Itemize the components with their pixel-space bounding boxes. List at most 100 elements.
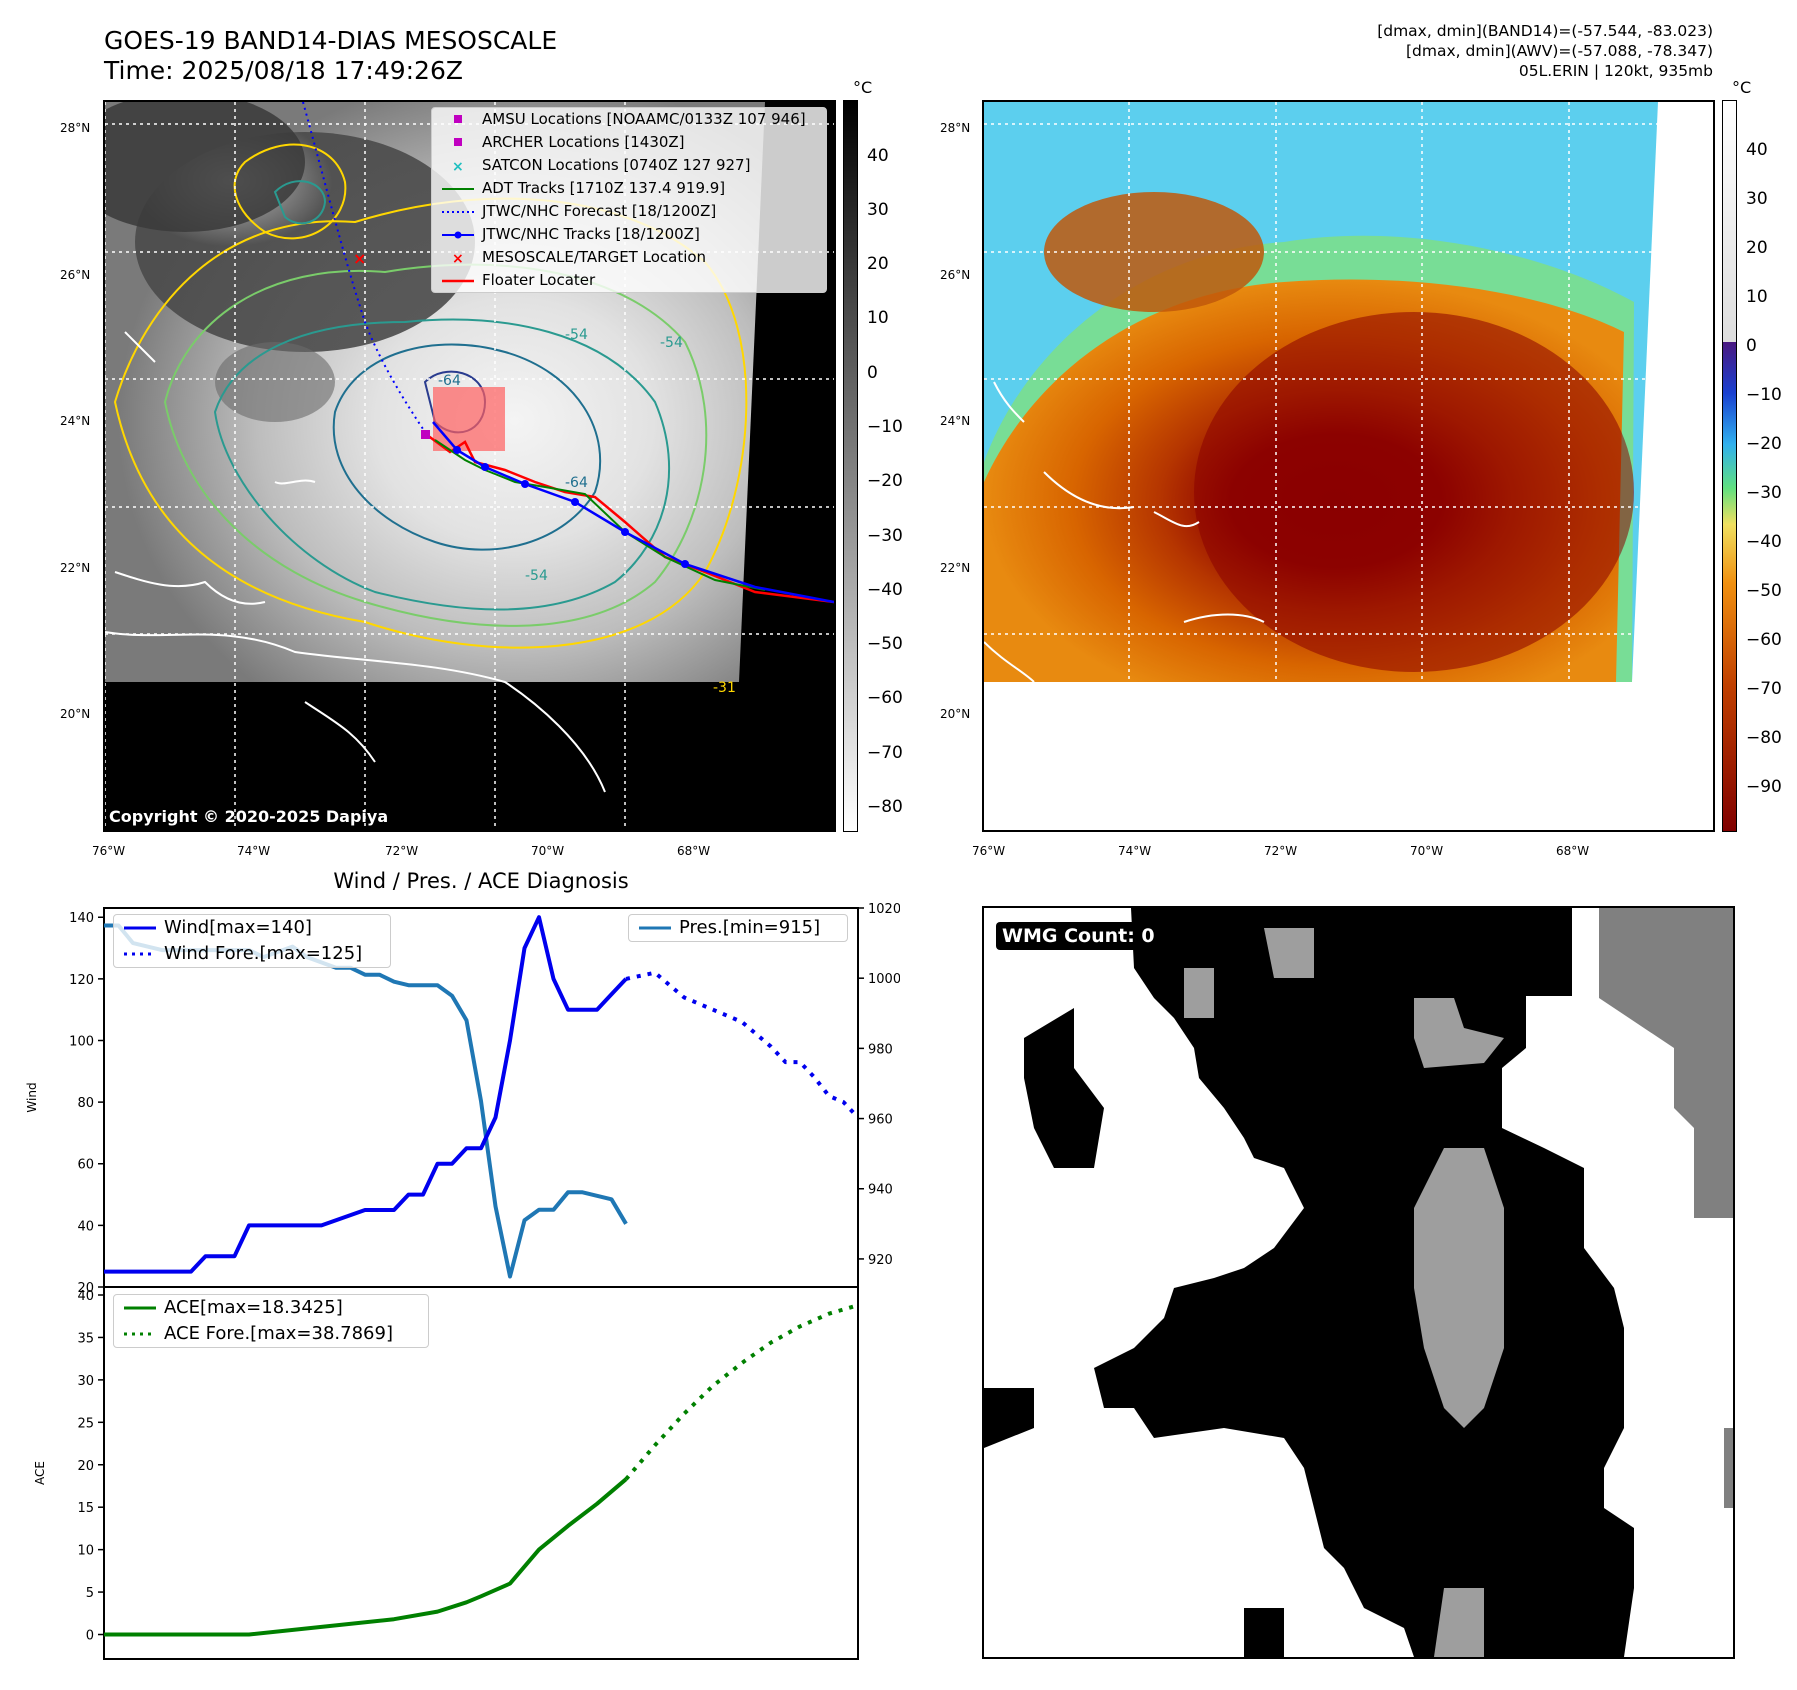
diagnosis-chart: Wind / Pres. / ACE Diagnosis204060801001… (25, 869, 900, 1660)
ace-axis-label: ACE (33, 1461, 47, 1485)
contour-label: -54 (565, 327, 588, 343)
wmg-count-label: WMG Count: 0 (996, 922, 1161, 950)
legend-label: MESOSCALE/TARGET Location (482, 248, 707, 266)
legend-label: JTWC/NHC Forecast [18/1200Z] (482, 202, 717, 220)
colorbar-tick: −80 (1746, 728, 1782, 748)
contour-label: -54 (525, 568, 548, 584)
colorbar-tick: −10 (867, 417, 903, 437)
info-band14-range: [dmax, dmin](BAND14)=(-57.544, -83.023) (1377, 22, 1713, 40)
figure-title: GOES-19 BAND14-DIAS MESOSCALE (104, 26, 558, 55)
colorbar-tick: −30 (867, 526, 903, 546)
legend-label: ACE Fore.[max=38.7869] (164, 1323, 393, 1344)
lat-label: 20°N (940, 707, 971, 721)
lat-label: 28°N (60, 121, 91, 135)
lon-label: 68°W (677, 844, 711, 858)
colorbar-tick: 40 (867, 146, 889, 166)
colorbar-tick: −90 (1746, 777, 1782, 797)
pressure-tick-label: 1000 (868, 972, 900, 987)
legend-label: JTWC/NHC Tracks [18/1200Z] (482, 225, 700, 243)
wind-tick-label: 60 (77, 1158, 94, 1173)
contour-label: -64 (565, 475, 588, 491)
legend-label: AMSU Locations [NOAAMC/0133Z 107 946] (482, 110, 806, 128)
lon-label: 72°W (385, 844, 419, 858)
ace-legend: ACE[max=18.3425] ACE Fore.[max=38.7869] (113, 1294, 429, 1348)
ace-axes-frame (103, 1286, 859, 1660)
wind-tick-label: 140 (69, 911, 94, 926)
lon-label: 72°W (1264, 844, 1298, 858)
legend-label: SATCON Locations [0740Z 127 927] (482, 156, 751, 174)
svg-text:×: × (452, 159, 464, 175)
lat-label: 22°N (60, 561, 91, 575)
lat-label: 26°N (60, 268, 91, 282)
colorbar-tick: −60 (1746, 630, 1782, 650)
colorbar-tick: 0 (1746, 336, 1757, 356)
colorbar-tick: 10 (1746, 287, 1768, 307)
ace-tick-label: 25 (77, 1416, 94, 1431)
ace-forecast-line (624, 1303, 859, 1481)
colorbar-tick: 0 (867, 363, 878, 383)
colorbar-tick: −60 (867, 688, 903, 708)
lon-label: 68°W (1556, 844, 1590, 858)
storm-info: 05L.ERIN | 120kt, 935mb (1518, 62, 1713, 80)
pressure-tick-label: 940 (868, 1183, 893, 1198)
ir-colorbar (843, 100, 858, 832)
colorbar-tick: 30 (1746, 189, 1768, 209)
lon-label: 76°W (92, 844, 126, 858)
ace-tick-label: 0 (86, 1629, 94, 1644)
wmg-image (984, 908, 1733, 1657)
ir-map-panel: × -54 -54 -64 -64 -54 -31 AMSU Locations… (103, 100, 836, 832)
lon-label: 70°W (531, 844, 565, 858)
pressure-line (104, 923, 628, 1279)
ace-tick-label: 15 (77, 1501, 94, 1516)
awv-map-image (984, 102, 1713, 830)
contour-label: -31 (713, 680, 736, 696)
legend-label: Pres.[min=915] (679, 917, 821, 938)
wind-tick-label: 120 (69, 973, 94, 988)
colorbar-tick: −10 (1746, 385, 1782, 405)
awv-map-panel (982, 100, 1715, 832)
colorbar-tick: −40 (867, 580, 903, 600)
colorbar-tick: −50 (1746, 581, 1782, 601)
lon-label: 74°W (237, 844, 271, 858)
wind-legend: Wind[max=140] Wind Fore.[max=125] (113, 914, 391, 968)
floater-track (422, 430, 834, 604)
ace-line (104, 1477, 628, 1637)
colorbar-tick: −50 (867, 634, 903, 654)
ace-tick-label: 40 (77, 1289, 94, 1304)
legend-label: ACE[max=18.3425] (164, 1297, 343, 1318)
track-legend: AMSU Locations [NOAAMC/0133Z 107 946] AR… (431, 107, 827, 293)
svg-text:×: × (452, 251, 464, 267)
lon-label: 74°W (1118, 844, 1152, 858)
colorbar-unit: °C (853, 78, 873, 97)
legend-label: Wind[max=140] (164, 917, 312, 938)
wmg-panel: WMG Count: 0 (982, 906, 1735, 1659)
pressure-tick-label: 1020 (868, 902, 900, 917)
forecast-track (302, 102, 426, 433)
wind-tick-label: 80 (77, 1096, 94, 1111)
contour-label: -54 (660, 335, 683, 351)
colorbar-unit: °C (1732, 78, 1752, 97)
colorbar-tick: −70 (1746, 679, 1782, 699)
colorbar-tick: 20 (1746, 238, 1768, 258)
lat-label: 24°N (940, 414, 971, 428)
lat-label: 24°N (60, 414, 91, 428)
mesoscale-box (433, 387, 505, 451)
lat-label: 22°N (940, 561, 971, 575)
wind-line (104, 915, 628, 1274)
info-awv-range: [dmax, dmin](AWV)=(-57.088, -78.347) (1406, 42, 1713, 60)
lon-label: 76°W (972, 844, 1006, 858)
ace-tick-label: 30 (77, 1374, 94, 1389)
lat-label: 28°N (940, 121, 971, 135)
figure-time: Time: 2025/08/18 17:49:26Z (104, 56, 463, 85)
colorbar-tick: 10 (867, 308, 889, 328)
ace-tick-label: 35 (77, 1331, 94, 1346)
archer-marker (421, 430, 430, 439)
lat-label: 26°N (940, 268, 971, 282)
pressure-tick-label: 980 (868, 1042, 893, 1057)
legend-label: Wind Fore.[max=125] (164, 943, 363, 964)
awv-colorbar (1722, 100, 1737, 832)
pressure-legend: Pres.[min=915] (628, 914, 848, 942)
pressure-tick-label: 920 (868, 1253, 893, 1268)
ace-tick-label: 10 (77, 1544, 94, 1559)
colorbar-tick: −20 (867, 471, 903, 491)
